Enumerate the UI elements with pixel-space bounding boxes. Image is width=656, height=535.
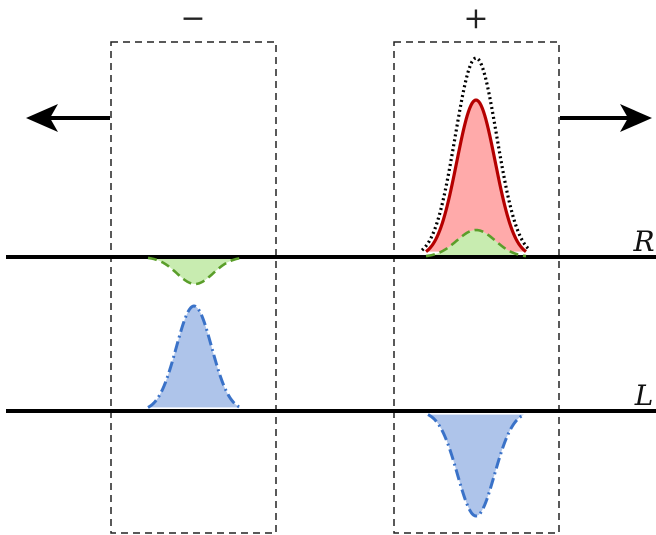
green-packet-outline-plus	[425, 228, 527, 258]
blue-packet-outline-minus	[147, 304, 241, 409]
blue-packet-fill-plus	[428, 414, 524, 516]
left-arrow-icon	[26, 104, 110, 132]
plus-region-box	[393, 41, 560, 534]
line-L-label: L	[634, 379, 654, 412]
minus-sign-label: −	[180, 1, 205, 36]
plus-sign-label: +	[463, 1, 488, 36]
green-packet-fill-plus	[426, 230, 526, 257]
red-packet-outline	[425, 98, 527, 253]
green-packet-outline-minus	[147, 256, 243, 286]
blue-packet-fill-minus	[148, 306, 240, 408]
blue-packet-outline-plus	[427, 413, 525, 518]
line-R-label: R	[632, 225, 654, 258]
minus-region-box	[110, 41, 277, 534]
green-packet-fill-minus	[148, 257, 242, 284]
red-packet-fill	[426, 100, 526, 252]
right-arrow-icon	[560, 104, 652, 132]
